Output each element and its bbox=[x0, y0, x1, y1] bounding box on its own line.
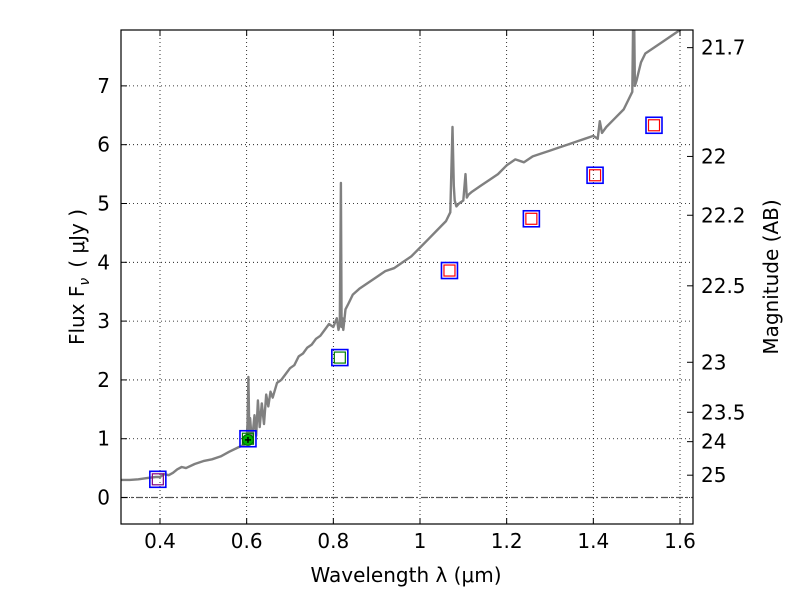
right-tick-label: 23.5 bbox=[701, 400, 746, 424]
svg-text:Flux Fν( μJy ): Flux Fν ( μJy ) bbox=[65, 209, 93, 345]
photometry-outer-square bbox=[440, 261, 459, 280]
y-axis-title-sub: ν bbox=[77, 278, 93, 286]
photometry-outer-square bbox=[331, 348, 349, 367]
x-tick-label: 0.4 bbox=[144, 529, 176, 553]
right-tick-label: 25 bbox=[701, 463, 726, 487]
x-tick-label: 1.2 bbox=[491, 529, 523, 553]
x-axis-title: Wavelength λ (μm) bbox=[310, 563, 501, 587]
y-tick-label: 3 bbox=[97, 309, 110, 333]
right-tick-label: 22 bbox=[701, 144, 726, 168]
photometry-inner-square bbox=[151, 473, 164, 486]
photometry-outer-square bbox=[586, 166, 604, 185]
photometry-outer-square bbox=[239, 429, 257, 448]
right-axis-title: Magnitude (AB) bbox=[759, 199, 783, 354]
y-tick-label: 0 bbox=[97, 486, 110, 510]
y-axis-title-unit: ( μJy ) bbox=[65, 209, 89, 268]
photometry-inner-square bbox=[333, 351, 346, 364]
photometry-outer-square bbox=[149, 470, 167, 489]
y-axis-title-main: Flux F bbox=[65, 286, 89, 345]
photometry-inner-square bbox=[443, 264, 456, 277]
photometry-inner-square bbox=[525, 212, 538, 225]
photometry-inner-square bbox=[588, 169, 602, 182]
right-tick-label: 22.5 bbox=[701, 274, 746, 298]
photometry-outer-square bbox=[645, 116, 663, 135]
right-tick-label: 24 bbox=[701, 430, 726, 454]
x-tick-label: 0.8 bbox=[317, 529, 349, 553]
y-tick-label: 2 bbox=[97, 368, 110, 392]
x-tick-label: 0.6 bbox=[231, 529, 263, 553]
right-tick-label: 23 bbox=[701, 350, 726, 374]
spectrum-series bbox=[121, 30, 683, 482]
photometry-markers bbox=[149, 116, 663, 489]
right-tick-label: 22.2 bbox=[701, 203, 746, 227]
plot-frame bbox=[120, 29, 694, 525]
photometry-inner-square bbox=[647, 119, 661, 132]
right-tick-label: 21.7 bbox=[701, 36, 746, 60]
y-tick-label: 1 bbox=[97, 427, 110, 451]
spectrum-line bbox=[121, 30, 683, 482]
x-tick-label: 1.4 bbox=[577, 529, 609, 553]
y-tick-label: 6 bbox=[97, 133, 110, 157]
x-tick-label: 1.6 bbox=[664, 529, 696, 553]
y-tick-label: 4 bbox=[97, 250, 110, 274]
axis-ticks: 0.4 0.6 0.8 1 1.2 1.4 1.60123456721.72222.222.… bbox=[97, 30, 746, 553]
y-axis-title: Flux Fν ( μJy ) bbox=[65, 209, 93, 345]
y-tick-label: 5 bbox=[97, 191, 110, 215]
y-tick-label: 7 bbox=[97, 74, 110, 98]
x-tick-label: 1 bbox=[414, 529, 427, 553]
grid-lines bbox=[121, 30, 693, 524]
photometry-outer-square bbox=[522, 209, 541, 228]
